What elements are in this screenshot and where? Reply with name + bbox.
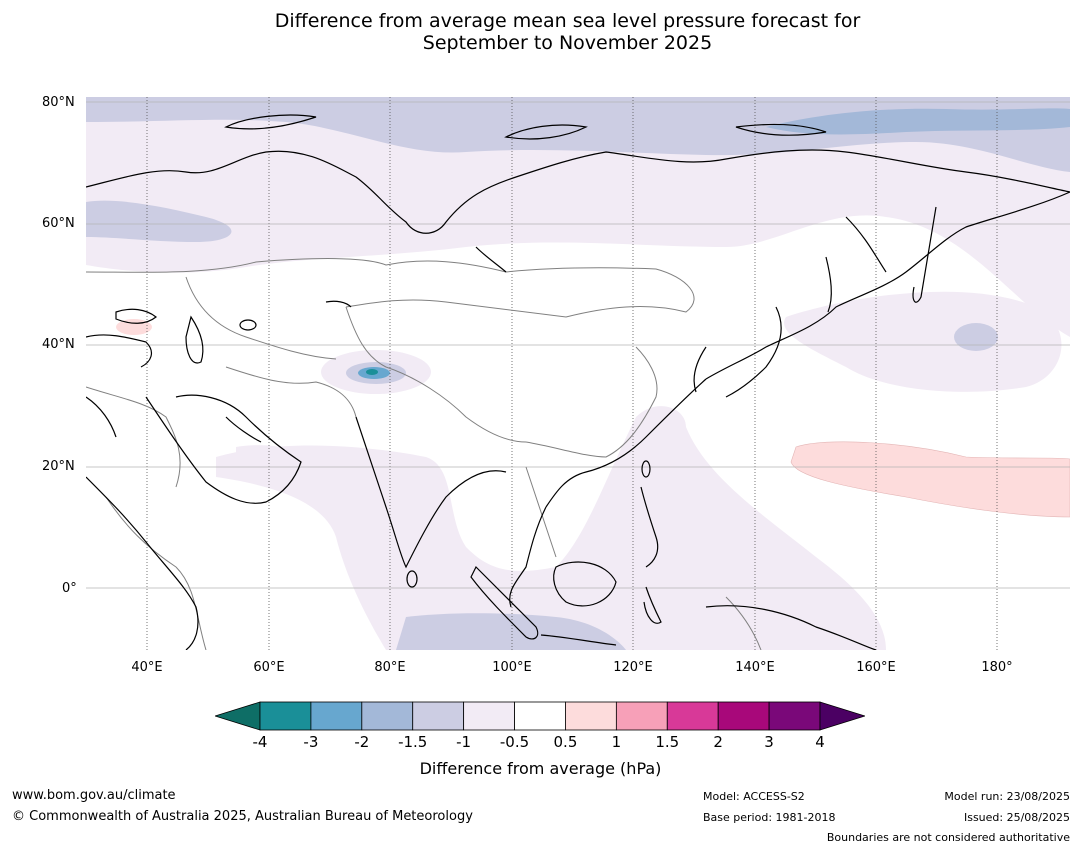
colorbar-tick-label: -1 <box>456 733 472 751</box>
colorbar-segment <box>463 701 515 731</box>
lon-label-120e: 120°E <box>613 660 653 675</box>
anomaly-shading <box>86 97 1070 650</box>
lat-label-0: 0° <box>62 581 77 596</box>
coastlines <box>86 114 1070 650</box>
country-borders <box>86 258 762 650</box>
colorbar-over-triangle <box>819 701 867 731</box>
colorbar-tick-label: 0.5 <box>553 733 578 751</box>
colorbar-segment <box>565 701 617 731</box>
colorbar-segment <box>717 701 770 731</box>
lon-label-100e: 100°E <box>492 660 532 675</box>
model-name: Model: ACCESS-S2 <box>703 790 805 803</box>
colorbar <box>213 700 867 732</box>
colorbar-title: Difference from average (hPa) <box>419 759 662 778</box>
colorbar-tick-label: -3 <box>303 733 319 751</box>
model-run: Model run: 23/08/2025 <box>944 790 1070 803</box>
lat-label-80n: 80°N <box>42 95 75 110</box>
map-panel <box>86 97 1070 650</box>
colorbar-tick-label: 4 <box>815 733 825 751</box>
colorbar-tick-label: -0.5 <box>499 733 530 751</box>
boundaries-disclaimer: Boundaries are not considered authoritat… <box>826 831 1070 844</box>
colorbar-segment <box>768 701 821 731</box>
lon-label-160e: 160°E <box>856 660 896 675</box>
lon-label-140e: 140°E <box>735 660 775 675</box>
website-link[interactable]: www.bom.gov.au/climate <box>12 788 176 803</box>
colorbar-under-triangle <box>213 701 261 731</box>
colorbar-tick-label: 1.5 <box>655 733 680 751</box>
lon-label-40e: 40°E <box>131 660 163 675</box>
colorbar-segment <box>666 701 719 731</box>
lon-label-180: 180° <box>981 660 1013 675</box>
colorbar-tick-label: 1 <box>611 733 622 751</box>
colorbar-segment <box>259 701 312 731</box>
map-canvas <box>86 97 1070 650</box>
colorbar-segment <box>514 701 566 731</box>
title-line-1: Difference from average mean sea level p… <box>274 10 861 32</box>
colorbar-segment <box>361 701 414 731</box>
colorbar-tick-label: 3 <box>764 733 774 751</box>
colorbar-tick-label: 2 <box>713 733 723 751</box>
graticule <box>146 97 998 650</box>
colorbar-svg <box>213 701 867 731</box>
lat-label-20n: 20°N <box>42 459 75 474</box>
colorbar-segment <box>310 701 363 731</box>
colorbar-tick-label: -1.5 <box>398 733 428 751</box>
lon-label-60e: 60°E <box>253 660 285 675</box>
lat-label-60n: 60°N <box>42 216 75 231</box>
title-line-2: September to November 2025 <box>422 32 713 54</box>
copyright-text: © Commonwealth of Australia 2025, Austra… <box>12 809 473 824</box>
base-period: Base period: 1981-2018 <box>703 811 836 824</box>
colorbar-segment <box>412 701 465 731</box>
colorbar-tick-label: -2 <box>354 733 370 751</box>
issued-date: Issued: 25/08/2025 <box>963 811 1070 824</box>
lon-label-80e: 80°E <box>374 660 406 675</box>
colorbar-segment <box>615 701 668 731</box>
lat-label-40n: 40°N <box>42 337 75 352</box>
map-title: Difference from average mean sea level p… <box>0 10 1081 54</box>
colorbar-tick-label: -4 <box>252 733 268 751</box>
